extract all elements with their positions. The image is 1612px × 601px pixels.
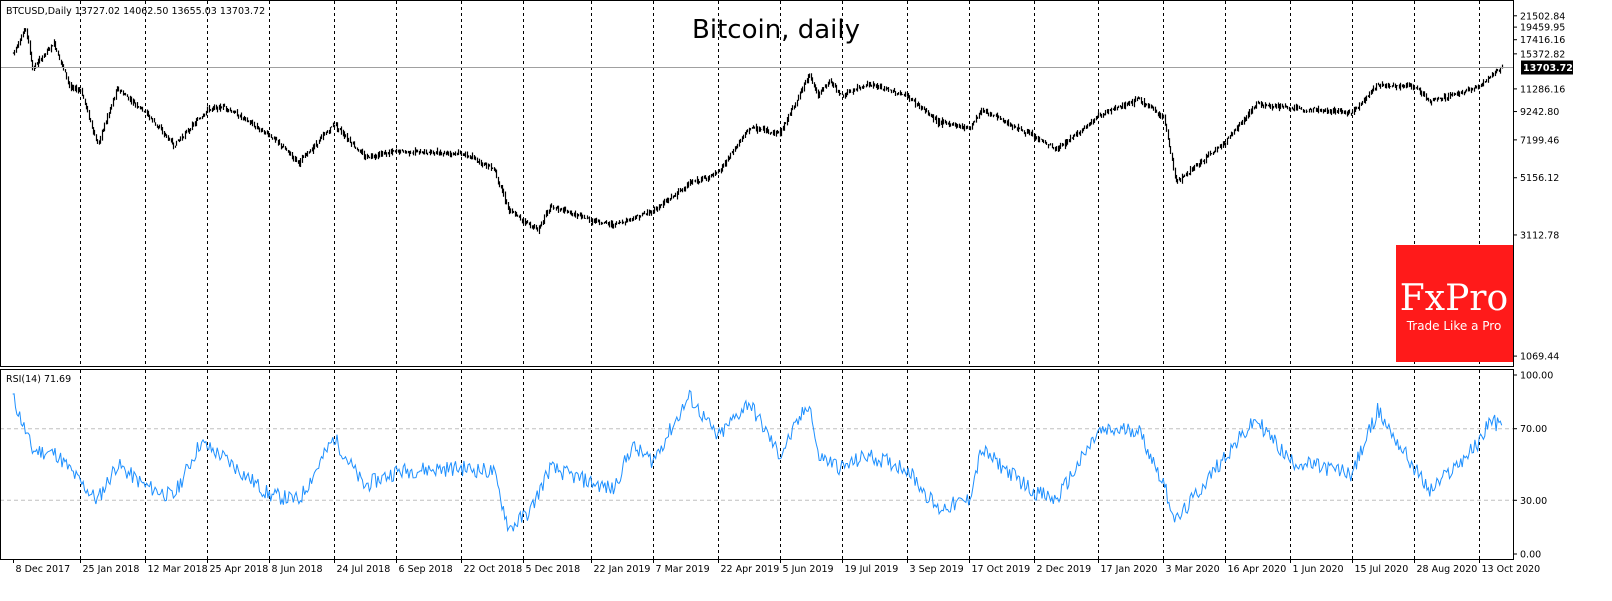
price-tick-label: 11286.16 bbox=[1520, 84, 1565, 95]
time-label: 12 Mar 2018 bbox=[148, 564, 208, 575]
rsi-tick-label: 100.00 bbox=[1520, 371, 1553, 382]
last-price-badge bbox=[1521, 60, 1573, 75]
fxpro-logo: FxPro Trade Like a Pro bbox=[1396, 245, 1513, 362]
time-label: 6 Sep 2018 bbox=[399, 564, 453, 575]
rsi-tick-label: 0.00 bbox=[1520, 550, 1541, 561]
time-label: 22 Oct 2018 bbox=[464, 564, 523, 575]
rsi-pane-frame bbox=[0, 369, 1514, 560]
rsi-title: RSI(14) 71.69 bbox=[6, 374, 71, 385]
price-tick-label: 19459.95 bbox=[1520, 23, 1565, 34]
time-label: 25 Jan 2018 bbox=[83, 564, 140, 575]
time-label: 8 Dec 2017 bbox=[16, 564, 71, 575]
price-tick-label: 3112.78 bbox=[1520, 230, 1559, 241]
rsi-axis: 100.00 70.00 30.00 0.00 bbox=[1513, 371, 1553, 561]
time-label: 13 Oct 2020 bbox=[1482, 564, 1541, 575]
symbol-info: BTCUSD,Daily 13727.02 14062.50 13655.03 … bbox=[6, 6, 265, 17]
time-label: 5 Jun 2019 bbox=[783, 564, 834, 575]
time-label: 28 Aug 2020 bbox=[1417, 564, 1478, 575]
price-tick-label: 7199.46 bbox=[1520, 135, 1559, 146]
price-tick-label: 17416.16 bbox=[1520, 35, 1565, 46]
logo-name: FxPro bbox=[1400, 278, 1508, 319]
time-label: 22 Jan 2019 bbox=[594, 564, 651, 575]
price-vertical-grid bbox=[80, 1, 1480, 366]
rsi-pane[interactable]: RSI(14) 71.69 100.00 70.00 30.00 0.00 bbox=[0, 369, 1553, 561]
price-tick-label: 15372.82 bbox=[1520, 49, 1565, 60]
rsi-series-line bbox=[12, 389, 1503, 533]
time-label: 15 Jul 2020 bbox=[1355, 564, 1409, 575]
time-label: 3 Sep 2019 bbox=[910, 564, 964, 575]
time-label: 17 Jan 2020 bbox=[1101, 564, 1158, 575]
last-price-label: 13703.72 bbox=[1523, 63, 1573, 74]
rsi-levels bbox=[0, 428, 1513, 501]
time-label: 19 Jul 2019 bbox=[845, 564, 899, 575]
rsi-vertical-grid bbox=[80, 370, 1480, 559]
time-label: 3 Mar 2020 bbox=[1166, 564, 1220, 575]
price-tick-label: 1069.44 bbox=[1520, 352, 1559, 363]
time-axis: 8 Dec 2017 25 Jan 2018 12 Mar 2018 25 Apr 2… bbox=[13, 559, 1541, 575]
time-label: 1 Jun 2020 bbox=[1293, 564, 1344, 575]
time-label: 5 Dec 2018 bbox=[526, 564, 581, 575]
price-tick-label: 21502.84 bbox=[1520, 11, 1565, 22]
rsi-tick-label: 30.00 bbox=[1520, 496, 1547, 507]
logo-box bbox=[1396, 245, 1513, 362]
time-label: 2 Dec 2019 bbox=[1037, 564, 1092, 575]
time-label: 24 Jul 2018 bbox=[337, 564, 391, 575]
price-tick-label: 9242.80 bbox=[1520, 107, 1559, 118]
time-label: 7 Mar 2019 bbox=[656, 564, 710, 575]
price-pane[interactable]: Bitcoin, daily BTCUSD,Daily 13727.02 140… bbox=[0, 0, 1573, 367]
time-label: 25 Apr 2018 bbox=[210, 564, 269, 575]
logo-tagline: Trade Like a Pro bbox=[1406, 319, 1502, 333]
time-label: 16 Apr 2020 bbox=[1228, 564, 1287, 575]
rsi-tick-label: 70.00 bbox=[1520, 424, 1547, 435]
time-label: 22 Apr 2019 bbox=[721, 564, 780, 575]
chart-title: Bitcoin, daily bbox=[692, 15, 860, 45]
time-label: 17 Oct 2019 bbox=[972, 564, 1031, 575]
price-pane-frame bbox=[0, 0, 1514, 367]
time-label: 8 Jun 2018 bbox=[272, 564, 323, 575]
price-tick-label: 5156.12 bbox=[1520, 173, 1559, 184]
price-bars bbox=[12, 28, 1504, 235]
